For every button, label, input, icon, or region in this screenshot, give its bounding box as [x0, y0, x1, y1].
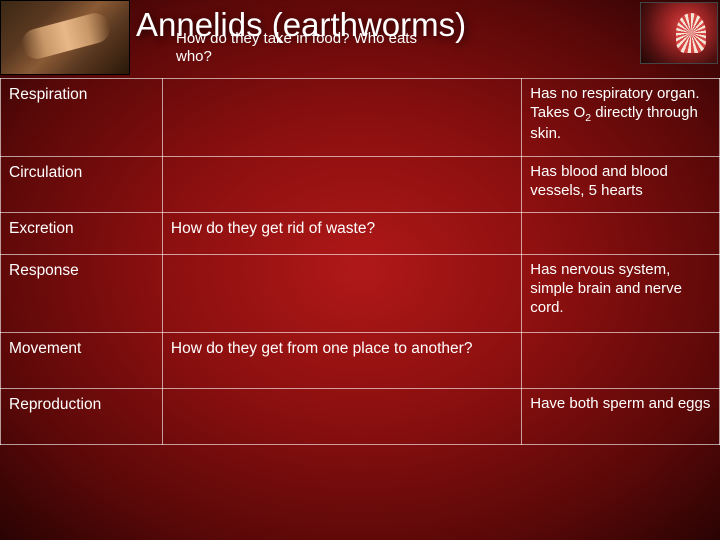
row-answer: Has blood and blood vessels, 5 hearts — [522, 157, 720, 213]
row-answer: Has nervous system, simple brain and ner… — [522, 255, 720, 333]
row-question: How do they get rid of waste? — [162, 213, 521, 255]
row-label: Respiration — [1, 79, 163, 157]
row-question — [162, 255, 521, 333]
row-question: How do they get from one place to anothe… — [162, 333, 521, 389]
table-row: ExcretionHow do they get rid of waste? — [1, 213, 720, 255]
table-row: MovementHow do they get from one place t… — [1, 333, 720, 389]
slide-subtitle: How do they take in food? Who eats who? — [176, 30, 456, 66]
row-question — [162, 79, 521, 157]
table-row: Circulation Has blood and blood vessels, … — [1, 157, 720, 213]
row-label: Movement — [1, 333, 163, 389]
row-label: Circulation — [1, 157, 163, 213]
table-row: Respiration Has no respiratory organ. Tak… — [1, 79, 720, 157]
row-answer: Has no respiratory organ. Takes O2 direc… — [522, 79, 720, 157]
earthworm-image — [0, 0, 130, 75]
table-row: Reproduction Have both sperm and eggs — [1, 389, 720, 445]
row-question — [162, 157, 521, 213]
row-label: Response — [1, 255, 163, 333]
row-question — [162, 389, 521, 445]
table-row: Response Has nervous system, simple brain… — [1, 255, 720, 333]
row-label: Excretion — [1, 213, 163, 255]
annelids-table: Respiration Has no respiratory organ. Tak… — [0, 78, 720, 445]
row-answer — [522, 213, 720, 255]
tubeworm-image — [640, 2, 718, 64]
row-answer — [522, 333, 720, 389]
row-answer: Have both sperm and eggs — [522, 389, 720, 445]
row-label: Reproduction — [1, 389, 163, 445]
